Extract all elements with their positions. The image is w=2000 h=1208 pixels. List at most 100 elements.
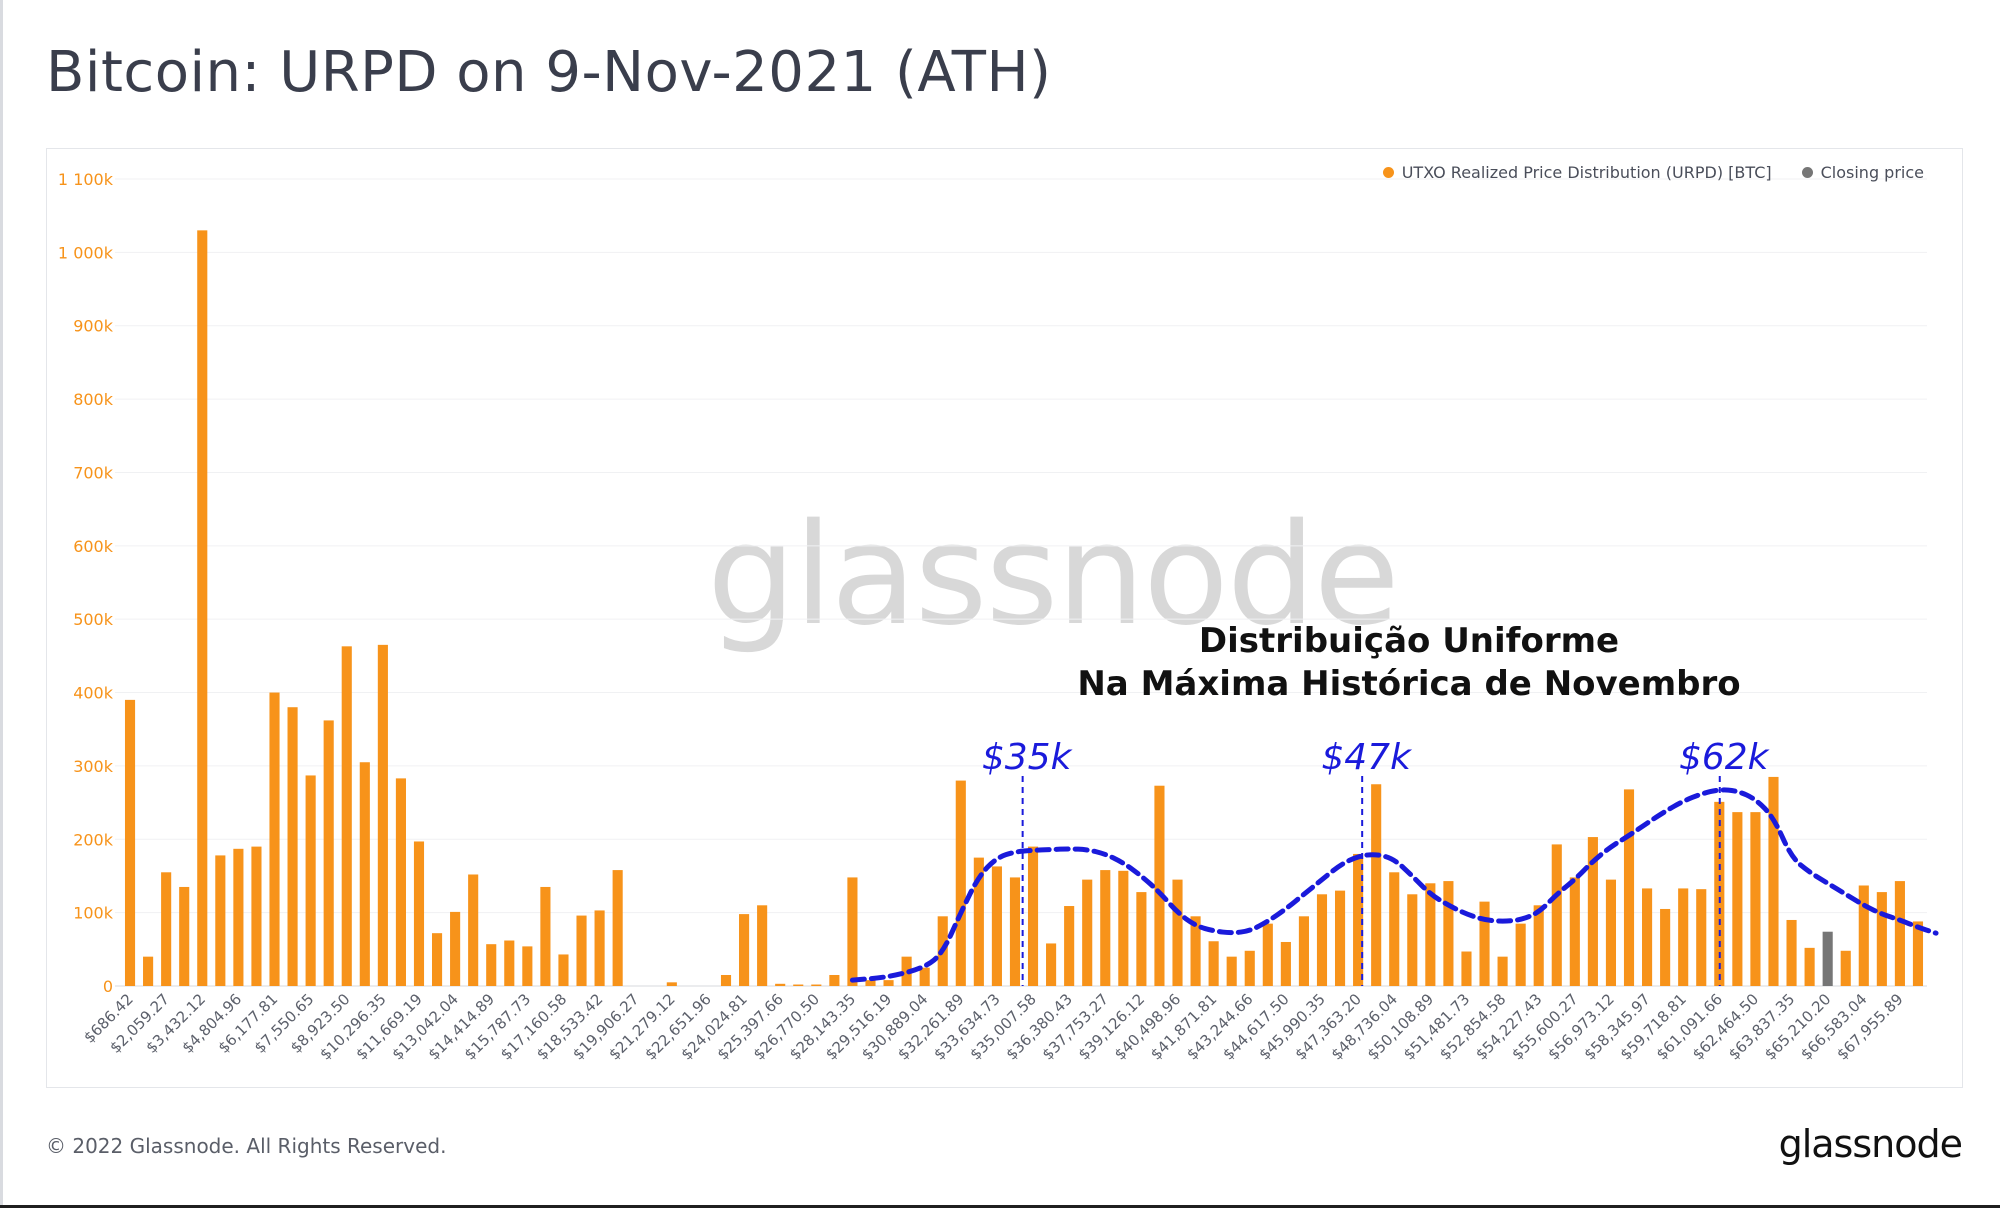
legend: UTXO Realized Price Distribution (URPD) … (1382, 163, 1924, 182)
urpd-bar (919, 967, 930, 986)
urpd-bar (1804, 947, 1815, 986)
urpd-bar (1786, 919, 1797, 986)
urpd-bar (323, 720, 334, 986)
urpd-bar (269, 692, 280, 986)
urpd-bar (1425, 883, 1436, 986)
urpd-bar (504, 940, 515, 986)
urpd-bar (341, 646, 352, 986)
urpd-bar (1064, 906, 1075, 986)
urpd-bar (811, 984, 822, 986)
footer-logo: glassnode (1778, 1122, 1963, 1166)
chart-panel: glassnode 0 100k 200k 300k 400k 500k 600k 700k 8… (46, 148, 1963, 1088)
urpd-bar (1840, 950, 1851, 986)
urpd-bar (1244, 950, 1255, 986)
urpd-bar (1100, 870, 1111, 986)
urpd-bar (1353, 853, 1364, 986)
footer-copyright: © 2022 Glassnode. All Rights Reserved. (46, 1134, 447, 1158)
urpd-bar (1912, 921, 1924, 986)
urpd-bar (991, 866, 1002, 986)
urpd-bar (1714, 801, 1725, 986)
urpd-bar (395, 778, 406, 986)
urpd-bar (1172, 879, 1183, 986)
urpd-bar (251, 846, 262, 986)
legend-item-closing-price[interactable]: Closing price (1801, 163, 1924, 182)
urpd-bar (1298, 916, 1309, 986)
urpd-bar (377, 644, 388, 986)
urpd-bar (1118, 870, 1129, 986)
annotation-title-line1: Distribuição Uniforme (1199, 621, 1619, 661)
urpd-bar (558, 954, 569, 986)
urpd-bar (1732, 812, 1743, 986)
urpd-bar (1082, 879, 1093, 986)
y-tick-label: 900k (73, 317, 114, 336)
urpd-bar (1046, 943, 1057, 986)
legend-item-urpd[interactable]: UTXO Realized Price Distribution (URPD) … (1382, 163, 1772, 182)
distribution-curve (849, 787, 1939, 983)
urpd-bar (197, 230, 208, 986)
urpd-bar (865, 980, 876, 986)
y-tick-label: 1 100k (58, 170, 114, 189)
urpd-bar (793, 984, 804, 986)
legend-swatch-urpd (1382, 167, 1394, 178)
urpd-bar (1316, 894, 1328, 986)
legend-label-urpd: UTXO Realized Price Distribution (URPD) … (1401, 163, 1772, 182)
urpd-bar (124, 699, 136, 986)
urpd-bar (576, 915, 587, 986)
urpd-bar (1642, 888, 1653, 986)
urpd-bar (1190, 916, 1201, 986)
y-tick-label: 500k (73, 610, 114, 629)
y-tick-label: 100k (73, 904, 114, 923)
urpd-bar (450, 911, 461, 986)
closing-price-bar (1822, 931, 1833, 986)
urpd-bar (413, 841, 425, 986)
y-tick-label: 600k (73, 537, 114, 556)
urpd-bar (1623, 789, 1635, 986)
urpd-bar (1479, 901, 1490, 986)
urpd-bar (1334, 890, 1346, 986)
peak-label: $47k (1321, 737, 1413, 778)
urpd-bar (775, 983, 786, 986)
urpd-bar (1208, 941, 1219, 986)
urpd-bar (612, 870, 623, 986)
urpd-bar (143, 956, 154, 986)
urpd-bar (1389, 872, 1400, 986)
peak-label: $62k (1679, 737, 1771, 778)
urpd-bar (847, 877, 858, 986)
urpd-bar (1262, 923, 1273, 986)
urpd-bar (1226, 956, 1237, 986)
urpd-bar (1551, 844, 1562, 986)
urpd-bar (522, 946, 533, 986)
urpd-bar (720, 974, 732, 986)
urpd-bar (739, 914, 750, 986)
urpd-bar (233, 848, 244, 986)
y-tick-label: 400k (73, 684, 114, 703)
left-border (0, 0, 3, 1208)
urpd-chart: 0 100k 200k 300k 400k 500k 600k 700k 800k 900k 1 0… (58, 170, 1939, 1064)
urpd-bar (1569, 877, 1580, 986)
urpd-bar (359, 762, 370, 986)
urpd-bar (1407, 894, 1418, 986)
urpd-bar (973, 857, 984, 986)
urpd-bar (1678, 888, 1689, 986)
peak-label: $35k (982, 737, 1074, 778)
bottom-border (0, 1205, 2000, 1208)
urpd-bar (1497, 956, 1508, 986)
urpd-bar (161, 872, 172, 986)
urpd-bar (179, 886, 190, 986)
urpd-bar (1858, 885, 1869, 986)
urpd-bar (666, 982, 677, 986)
legend-swatch-closing-price (1801, 167, 1813, 178)
urpd-bar (1660, 908, 1671, 986)
y-tick-label: 0 (103, 977, 113, 996)
urpd-bar (829, 974, 840, 986)
annotation-title-line2: Na Máxima Histórica de Novembro (1077, 664, 1740, 704)
urpd-bar (1371, 784, 1382, 986)
urpd-bar (594, 910, 605, 986)
y-tick-label: 800k (73, 390, 114, 409)
urpd-bar (1605, 879, 1617, 986)
y-tick-label: 300k (73, 757, 114, 776)
legend-label-closing-price: Closing price (1820, 163, 1924, 182)
urpd-bar (1515, 923, 1526, 986)
urpd-bar (955, 780, 966, 986)
urpd-bar (287, 707, 298, 986)
